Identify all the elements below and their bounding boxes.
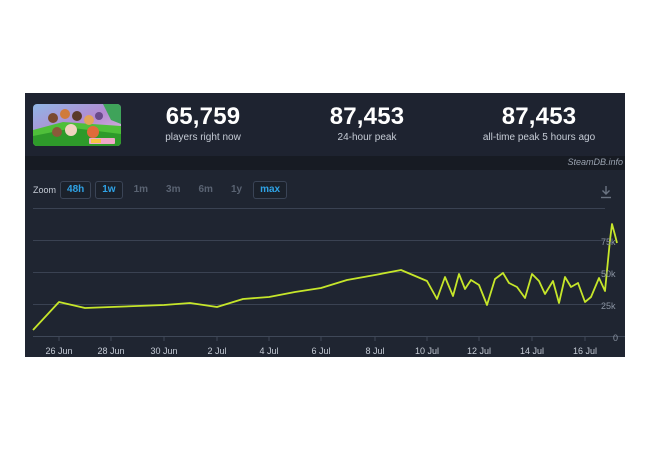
- all-time-peak-label: all-time peak 5 hours ago: [482, 132, 596, 143]
- stats-header: 65,759 players right now 87,453 24-hour …: [25, 93, 625, 156]
- download-icon[interactable]: [599, 185, 613, 199]
- x-tick-label: 8 Jul: [365, 346, 385, 356]
- x-tick-label: 6 Jul: [311, 346, 331, 356]
- current-players-label: players right now: [165, 132, 241, 143]
- zoom-3m-button[interactable]: 3m: [166, 184, 181, 195]
- x-tick-label: 28 Jun: [97, 346, 125, 356]
- x-axis-ticks: [58, 336, 586, 341]
- credit-bar: SteamDB.info: [25, 156, 625, 170]
- all-time-peak-stat: 87,453 all-time peak 5 hours ago: [469, 103, 609, 144]
- current-players-stat: 65,759 players right now: [153, 103, 253, 144]
- steamdb-credit-link[interactable]: SteamDB.info: [567, 157, 623, 167]
- game-banner-image[interactable]: [33, 104, 121, 146]
- y-tick-0: 0: [613, 333, 619, 343]
- zoom-label: Zoom: [33, 185, 57, 195]
- zoom-1m-button[interactable]: 1m: [133, 184, 149, 195]
- y-tick-75k: 75k: [601, 237, 616, 247]
- day-peak-value: 87,453: [329, 103, 405, 130]
- x-tick-label: 30 Jun: [150, 346, 178, 356]
- x-tick-label: 4 Jul: [259, 346, 279, 356]
- x-tick-label: 2 Jul: [207, 346, 227, 356]
- x-tick-label: 12 Jul: [466, 346, 492, 356]
- zoom-48h-button[interactable]: 48h: [60, 181, 92, 199]
- x-tick-label: 26 Jun: [45, 346, 73, 356]
- x-tick-label: 16 Jul: [572, 346, 598, 356]
- zoom-1y-button[interactable]: 1y: [230, 184, 243, 195]
- zoom-6m-button[interactable]: 6m: [198, 184, 213, 195]
- player-count-line: [32, 223, 618, 331]
- day-peak-stat: 87,453 24-hour peak: [317, 103, 417, 144]
- zoom-range-selector: Zoom 48h 1w 1m 3m 6m 1y max: [33, 181, 291, 199]
- day-peak-label: 24-hour peak: [337, 132, 397, 143]
- zoom-max-button[interactable]: max: [253, 181, 288, 199]
- player-count-chart[interactable]: [25, 93, 625, 357]
- grid-lines: [33, 208, 625, 337]
- y-tick-25k: 25k: [601, 301, 616, 311]
- all-time-peak-value: 87,453: [501, 103, 577, 130]
- zoom-1w-button[interactable]: 1w: [95, 181, 123, 199]
- current-players-value: 65,759: [165, 103, 241, 130]
- player-count-widget: 65,759 players right now 87,453 24-hour …: [25, 93, 625, 357]
- y-tick-50k: 50k: [601, 269, 616, 279]
- x-tick-label: 10 Jul: [414, 346, 440, 356]
- x-tick-label: 14 Jul: [519, 346, 545, 356]
